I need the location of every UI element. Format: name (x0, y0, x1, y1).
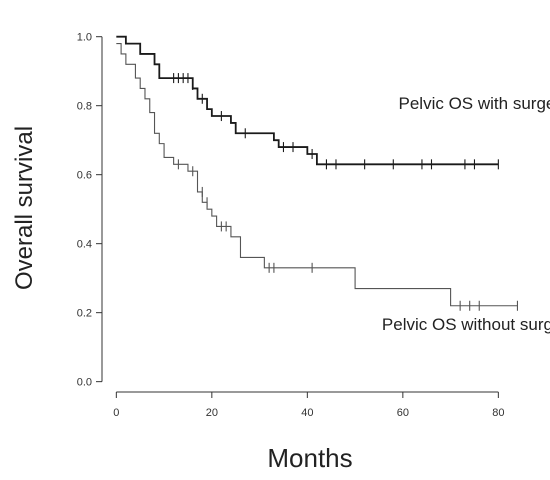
axes: 0.0 0.2 0.4 0.6 0.8 1.0 0 20 40 60 80 (77, 32, 505, 419)
x-tick-label: 60 (397, 407, 409, 419)
y-tick-label: 0.8 (77, 101, 92, 113)
annotation-layer: Pelvic OS with surgery Pelvic OS without … (382, 94, 550, 334)
series-2 (116, 43, 518, 311)
x-tick-label: 40 (301, 407, 313, 419)
x-axis-label: Months (267, 443, 352, 473)
x-tick-label: 80 (492, 407, 504, 419)
y-tick-label: 0.6 (77, 170, 92, 182)
annotation-with-surgery: Pelvic OS with surgery (399, 94, 550, 113)
y-tick-label: 0.0 (77, 377, 92, 389)
y-axis-label: Overall survival (11, 126, 38, 290)
x-tick-label: 20 (206, 407, 218, 419)
series-1 (116, 35, 499, 170)
annotation-without-surgery: Pelvic OS without surgery (382, 315, 550, 334)
survival-curve-line (116, 43, 518, 307)
y-tick-label: 1.0 (77, 32, 92, 44)
y-tick-label: 0.4 (77, 239, 92, 251)
y-tick-label: 0.2 (77, 308, 92, 320)
series-layer (116, 35, 518, 311)
x-tick-label: 0 (113, 407, 119, 419)
